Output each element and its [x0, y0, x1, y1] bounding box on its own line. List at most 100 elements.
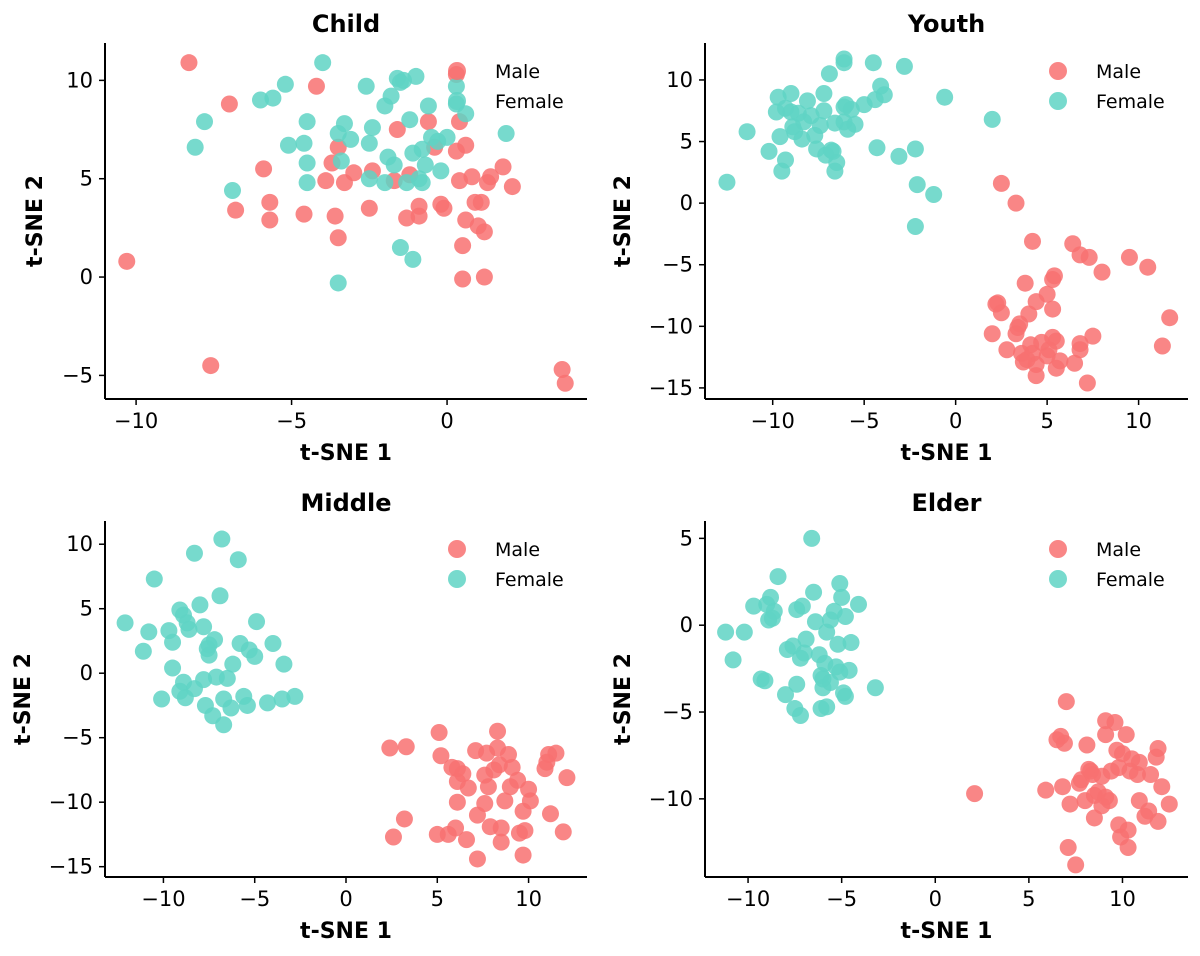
- point-male: [1097, 726, 1115, 744]
- point-male: [492, 833, 510, 851]
- point-female: [497, 124, 515, 142]
- point-female: [745, 597, 763, 615]
- point-female: [413, 140, 431, 158]
- point-male: [435, 199, 453, 217]
- point-female: [298, 113, 316, 131]
- point-female: [756, 672, 774, 690]
- point-male: [463, 168, 481, 186]
- point-male: [1061, 795, 1079, 813]
- point-female: [788, 675, 806, 693]
- point-female: [842, 634, 860, 652]
- point-female: [279, 136, 297, 154]
- point-male: [1071, 341, 1089, 359]
- point-male: [457, 136, 475, 154]
- legend-label-male: Male: [495, 61, 540, 83]
- point-female: [447, 77, 465, 95]
- x-tick-label: 0: [929, 887, 942, 911]
- point-female: [835, 54, 853, 72]
- point-female: [251, 91, 269, 109]
- y-tick-label: −5: [662, 253, 693, 277]
- x-tick-label: −10: [141, 887, 185, 911]
- point-female: [404, 250, 422, 268]
- point-male: [329, 229, 347, 247]
- point-female: [782, 85, 800, 103]
- point-male: [479, 778, 497, 796]
- point-male: [541, 805, 559, 823]
- panel-elder: −10 −5 0 5 10 −10 −5 0 5 Elder t-SNE 1 t-SNE 2 Male F…: [611, 489, 1188, 944]
- point-male: [1027, 293, 1045, 311]
- point-female: [760, 142, 778, 160]
- point-female: [116, 614, 134, 632]
- point-male: [317, 172, 335, 190]
- point-male: [261, 211, 279, 229]
- y-tick-label: 5: [680, 526, 693, 550]
- point-male: [516, 822, 534, 840]
- point-male: [1161, 309, 1179, 327]
- point-female: [793, 130, 811, 148]
- y-axis-label: t-SNE 2: [23, 175, 48, 267]
- point-female: [890, 147, 908, 165]
- chart-title: Child: [312, 10, 380, 38]
- point-female: [145, 570, 163, 588]
- point-male: [220, 95, 238, 113]
- point-female: [376, 174, 394, 192]
- point-female: [238, 696, 256, 714]
- point-female: [831, 575, 849, 593]
- point-male: [556, 374, 574, 392]
- point-female: [218, 669, 236, 687]
- point-female: [407, 67, 425, 85]
- x-axis-label: t-SNE 1: [300, 919, 392, 944]
- point-female: [286, 687, 304, 705]
- point-female: [815, 102, 833, 120]
- x-tick-label: 5: [431, 887, 444, 911]
- y-tick-label: −15: [49, 855, 93, 879]
- point-male: [499, 745, 517, 763]
- point-female: [335, 115, 353, 133]
- point-male: [295, 205, 313, 223]
- point-female: [329, 274, 347, 292]
- point-female: [457, 105, 475, 123]
- point-male: [998, 341, 1016, 359]
- point-male: [1007, 194, 1025, 212]
- point-male: [1051, 352, 1069, 370]
- point-male: [1007, 325, 1025, 343]
- point-female: [295, 134, 313, 152]
- point-female: [342, 130, 360, 148]
- point-male: [1093, 263, 1111, 281]
- point-female: [246, 647, 264, 665]
- point-female: [791, 706, 809, 724]
- legend-marker-female: [1049, 92, 1067, 110]
- point-female: [833, 588, 851, 606]
- point-male: [381, 739, 399, 757]
- point-male: [503, 758, 521, 776]
- point-male: [514, 846, 532, 864]
- legend-marker-female: [448, 92, 466, 110]
- point-male: [1014, 353, 1032, 371]
- point-male: [448, 793, 466, 811]
- point-male: [1160, 795, 1178, 813]
- y-tick-label: 0: [80, 265, 93, 289]
- point-female: [815, 85, 833, 103]
- y-tick-label: −15: [649, 376, 693, 400]
- point-female: [846, 115, 864, 133]
- point-female: [360, 170, 378, 188]
- x-tick-label: 5: [1040, 409, 1053, 433]
- point-male: [432, 747, 450, 765]
- point-female: [153, 690, 171, 708]
- point-male: [180, 54, 198, 72]
- y-tick-label: −5: [62, 726, 93, 750]
- legend-marker-male: [448, 540, 466, 558]
- point-female: [248, 613, 266, 631]
- point-female: [906, 140, 924, 158]
- y-tick-label: 0: [680, 191, 693, 215]
- point-male: [454, 237, 472, 255]
- legend-label-female: Female: [495, 569, 564, 591]
- point-male: [521, 792, 539, 810]
- point-female: [264, 635, 282, 653]
- point-female: [224, 655, 242, 673]
- point-male: [202, 357, 220, 375]
- point-female: [895, 57, 913, 75]
- panel-middle: −10 −5 0 5 10 −15 −10 −5 0 5 10 Middle t-SNE 1 t-SNE …: [11, 489, 587, 944]
- point-male: [1023, 232, 1041, 250]
- point-male: [1080, 248, 1098, 266]
